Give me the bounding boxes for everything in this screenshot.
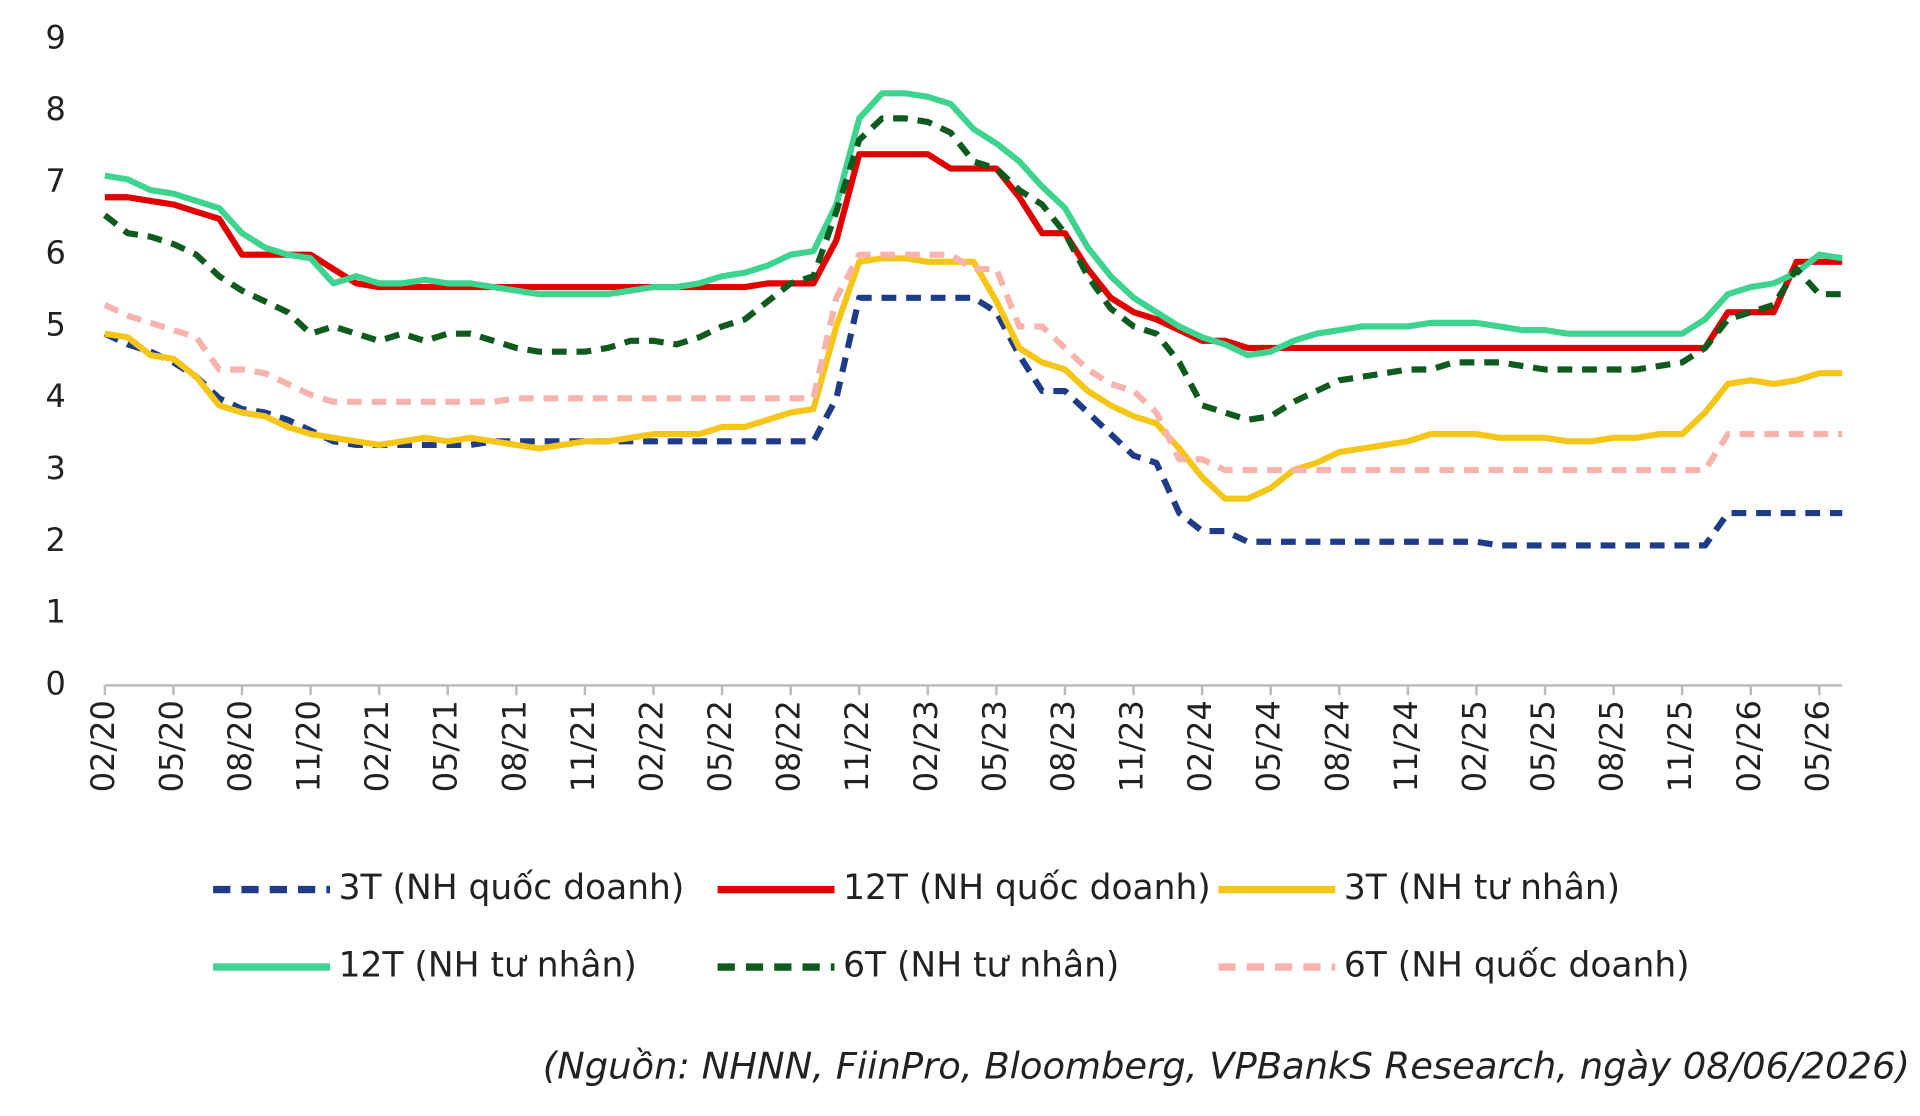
legend-label: 3T (NH tư nhân): [1344, 868, 1620, 908]
x-tick-label: 11/21: [564, 700, 602, 792]
y-tick-label: 9: [45, 18, 65, 56]
x-tick-label: 02/25: [1455, 700, 1493, 792]
series-line: [104, 255, 1843, 502]
series-line: [104, 151, 1843, 352]
x-tick-label: 02/23: [907, 700, 945, 792]
x-tick-label: 02/24: [1181, 700, 1219, 792]
series-line: [102, 115, 1843, 423]
x-tick-label: 08/20: [221, 700, 259, 792]
series-line: [104, 90, 1843, 359]
legend-label: 6T (NH quốc doanh): [1344, 946, 1690, 986]
x-tick-label: 05/24: [1250, 700, 1288, 792]
x-tick-label: 08/23: [1044, 700, 1082, 792]
x-tick-label: 11/24: [1387, 700, 1425, 792]
x-tick-label: 02/21: [358, 700, 396, 792]
y-tick-label: 1: [45, 593, 65, 631]
x-tick-label: 05/26: [1798, 700, 1836, 792]
x-tick-label: 11/23: [1113, 700, 1151, 792]
x-tick-label: 05/20: [152, 700, 190, 792]
y-tick-label: 8: [45, 90, 65, 128]
y-tick-label: 6: [45, 234, 65, 272]
y-tick-label: 0: [45, 664, 65, 702]
y-tick-label: 3: [45, 449, 65, 487]
legend-label: 6T (NH tư nhân): [843, 946, 1119, 986]
y-tick-label: 4: [45, 377, 65, 415]
x-tick-label: 02/20: [84, 700, 122, 792]
x-tick-label: 05/22: [701, 700, 739, 792]
x-tick-label: 05/21: [427, 700, 465, 792]
x-tick-label: 08/22: [770, 700, 808, 792]
x-tick-label: 05/25: [1524, 700, 1562, 792]
y-tick-label: 7: [45, 162, 65, 200]
x-tick-label: 08/24: [1318, 700, 1356, 792]
x-tick-label: 02/22: [632, 700, 670, 792]
x-tick-label: 08/21: [495, 700, 533, 792]
x-tick-label: 02/26: [1730, 700, 1768, 792]
x-tick-label: 11/22: [838, 700, 876, 792]
source-note: (Nguồn: NHNN, FiinPro, Bloomberg, VPBank…: [543, 1045, 1910, 1088]
legend-label: 12T (NH tư nhân): [339, 946, 637, 986]
x-tick-label: 08/25: [1593, 700, 1631, 792]
y-tick-label: 2: [45, 521, 65, 559]
x-tick-label: 05/23: [975, 700, 1013, 792]
legend-label: 12T (NH quốc doanh): [843, 868, 1211, 908]
legend-label: 3T (NH quốc doanh): [339, 868, 685, 908]
x-tick-label: 11/20: [290, 700, 328, 792]
series-line: [103, 294, 1843, 549]
y-tick-label: 5: [45, 305, 65, 343]
x-tick-label: 11/25: [1661, 700, 1699, 792]
